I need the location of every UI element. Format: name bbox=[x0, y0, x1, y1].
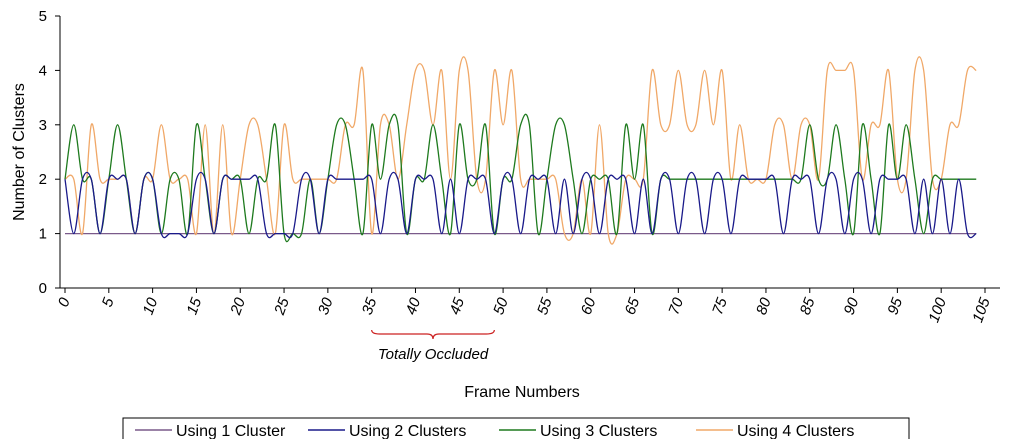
x-tick-label: 85 bbox=[797, 295, 819, 317]
legend-label-4: Using 4 Clusters bbox=[737, 423, 854, 439]
y-tick-label: 4 bbox=[39, 62, 47, 79]
x-tick-label: 75 bbox=[709, 295, 731, 317]
x-tick-label: 70 bbox=[665, 295, 687, 317]
x-tick-label: 45 bbox=[446, 295, 468, 317]
occlusion-brace bbox=[372, 330, 495, 339]
x-tick-label: 40 bbox=[403, 295, 425, 317]
legend-label-3: Using 3 Clusters bbox=[540, 423, 657, 439]
x-tick-label: 100 bbox=[925, 295, 950, 325]
y-tick-label: 5 bbox=[39, 8, 47, 25]
series-lines bbox=[65, 57, 976, 244]
x-tick-label: 5 bbox=[99, 295, 118, 309]
x-tick-label: 90 bbox=[841, 295, 863, 317]
x-tick-label: 25 bbox=[271, 295, 293, 318]
x-tick-label: 15 bbox=[184, 295, 206, 317]
y-tick-label: 3 bbox=[39, 117, 47, 134]
x-tick-label: 60 bbox=[578, 295, 600, 317]
y-tick-label: 1 bbox=[39, 226, 47, 243]
y-tick-label: 0 bbox=[39, 280, 47, 297]
x-tick-label: 80 bbox=[753, 295, 775, 317]
x-tick-label: 0 bbox=[55, 295, 74, 309]
x-tick-label: 65 bbox=[622, 295, 644, 317]
x-tick-label: 20 bbox=[227, 295, 249, 318]
x-tick-group: 0 5 10 15 20 25 30 35 40 45 50 55 60 65 70 75 80 85 90 95 10… bbox=[55, 288, 994, 325]
x-tick-label: 35 bbox=[359, 295, 381, 317]
legend-label-2: Using 2 Clusters bbox=[349, 423, 466, 439]
x-tick-label: 50 bbox=[490, 295, 512, 317]
x-axis-title: Frame Numbers bbox=[464, 384, 580, 401]
y-tick-group: 0 1 2 3 4 5 bbox=[39, 8, 60, 297]
occlusion-annotation: Totally Occluded bbox=[378, 346, 489, 363]
x-tick-label: 105 bbox=[969, 295, 994, 325]
legend-label-1: Using 1 Cluster bbox=[176, 423, 286, 439]
x-tick-label: 10 bbox=[140, 295, 162, 317]
y-axis-title: Number of Clusters bbox=[11, 83, 28, 221]
x-tick-label: 55 bbox=[534, 295, 556, 317]
x-tick-label: 30 bbox=[315, 295, 337, 317]
y-tick-label: 2 bbox=[39, 171, 47, 188]
x-tick-label: 95 bbox=[884, 295, 906, 317]
